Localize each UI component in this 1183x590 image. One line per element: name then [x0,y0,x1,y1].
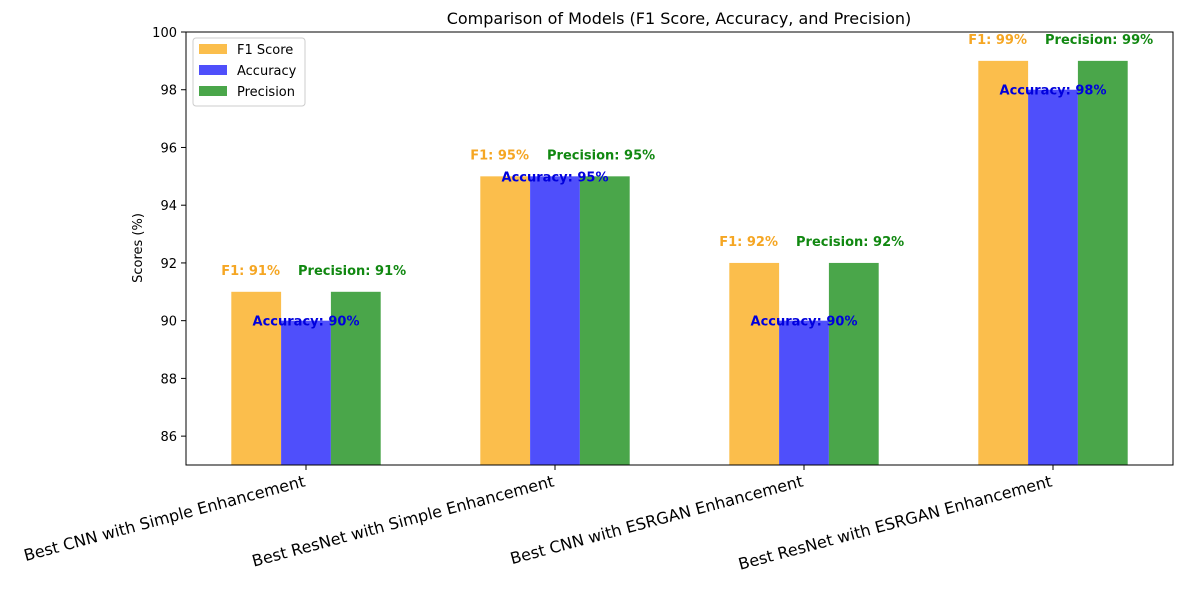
chart-title: Comparison of Models (F1 Score, Accuracy… [447,9,912,28]
y-tick-label: 90 [160,315,177,330]
data-label-accuracy-3: Accuracy: 90% [751,315,858,330]
y-tick-label: 100 [152,26,177,41]
y-tick-label: 94 [160,199,177,214]
bar-accuracy-2 [530,176,580,465]
bar-precision-4 [1077,60,1128,466]
plot-frame [185,31,1174,466]
data-label-precision-4: Precision: 99% [1045,33,1153,48]
data-label-f1-1: F1: 91% [221,264,280,279]
bar-accuracy-4 [1028,89,1078,465]
y-tick-label: 98 [160,84,177,99]
bar-precision-1 [330,291,381,465]
legend-label-f1: F1 Score [237,43,293,58]
data-label-accuracy-4: Accuracy: 98% [1000,84,1107,99]
y-axis-label: Scores (%) [131,213,146,283]
legend-label-precision: Precision [237,85,295,100]
bar-precision-3 [828,262,879,465]
data-label-accuracy-1: Accuracy: 90% [253,315,360,330]
data-label-precision-3: Precision: 92% [796,235,904,250]
y-tick-label: 86 [160,430,177,445]
y-tick-label: 88 [160,372,177,387]
legend-label-accuracy: Accuracy [237,64,297,79]
data-label-f1-4: F1: 99% [968,33,1027,48]
legend-swatch-f1 [199,44,227,54]
data-label-f1-2: F1: 95% [470,148,529,163]
legend-swatch-precision [199,86,227,96]
data-label-accuracy-2: Accuracy: 95% [502,170,609,185]
bar-accuracy-3 [779,320,829,465]
bar-f1-2 [480,176,531,465]
data-label-precision-2: Precision: 95% [547,148,655,163]
y-tick-label: 92 [160,257,177,272]
data-label-precision-1: Precision: 91% [298,264,406,279]
data-label-f1-3: F1: 92% [719,235,778,250]
bar-f1-3 [729,262,780,465]
legend-swatch-accuracy [199,65,227,75]
legend: F1 Score Accuracy Precision [192,37,306,107]
bar-accuracy-1 [281,320,331,465]
bar-f1-4 [978,60,1029,466]
bar-precision-2 [579,176,630,465]
bar-f1-1 [231,291,282,465]
y-tick-label: 96 [160,141,177,156]
